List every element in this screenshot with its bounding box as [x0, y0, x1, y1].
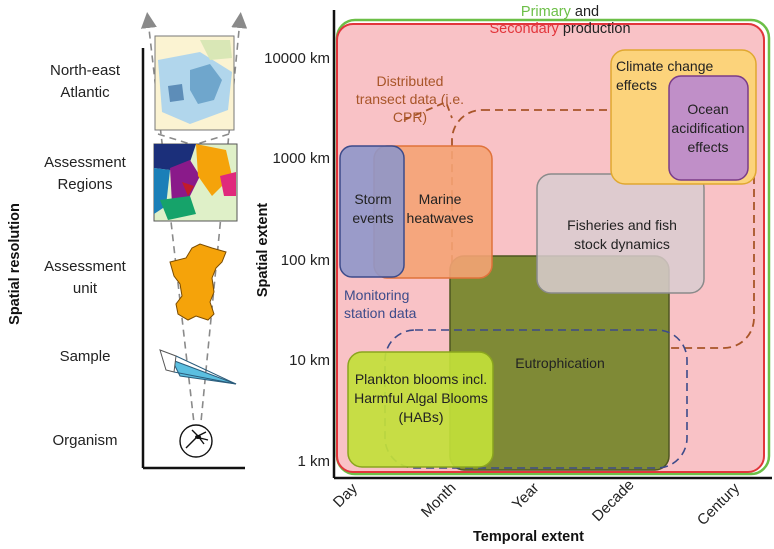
unit-shape-icon: [169, 243, 227, 321]
marine-heatwaves-label: Marine heatwaves: [406, 191, 474, 226]
regions-map-icon: [153, 143, 238, 222]
ocean-acidification-box: [668, 75, 749, 181]
organism-icon: [179, 424, 213, 458]
primary-label: Primary: [520, 4, 571, 20]
y-tick-1km: 1 km: [297, 453, 330, 470]
y-tick-10000km: 10000 km: [264, 50, 330, 67]
level-label-ne-atlantic: North-east Atlantic: [49, 62, 121, 101]
production-label: production: [562, 21, 631, 37]
storm-events-label: Storm events: [352, 191, 394, 226]
monitoring-station-label: Monitoring station data: [344, 287, 417, 321]
fisheries-label: Fisheries and fish stock dynamics: [567, 217, 677, 252]
climate-change-label: Climate change effects: [616, 58, 714, 93]
map-icon: [154, 35, 235, 131]
storm-events-box: [339, 145, 405, 278]
scale-funnel-lines: [140, 12, 248, 433]
production-header: Primary and Secondary production: [480, 4, 640, 38]
ocean-acidification-label: Ocean acidification effects: [671, 101, 745, 155]
eutrophication-label: Eutrophication: [515, 355, 605, 371]
spatial-extent-title: Spatial extent: [255, 202, 271, 298]
transect-data-label: Distributed transect data (i.e. CPR): [355, 73, 465, 125]
y-tick-100km: 100 km: [280, 252, 330, 269]
plankton-blooms-label: Plankton blooms incl. Harmful Algal Bloo…: [354, 371, 488, 425]
y-tick-10km: 10 km: [289, 352, 330, 369]
y-tick-1000km: 1000 km: [272, 150, 330, 167]
level-label-organism: Organism: [52, 432, 118, 449]
transect-pointer: [403, 100, 453, 121]
level-label-assessment-regions: Assessment Regions: [44, 154, 126, 193]
primary-and-label: and: [574, 4, 600, 20]
level-label-sample: Sample: [59, 348, 111, 365]
secondary-label: Secondary: [489, 21, 559, 37]
plankton-blooms-box: [347, 351, 494, 468]
level-label-assessment-unit: Assessment unit: [44, 258, 126, 297]
transect-data-dashed-box: [451, 109, 755, 349]
spatial-resolution-title: Spatial resolution: [7, 203, 23, 325]
plankton-net-icon: [159, 349, 237, 385]
temporal-extent-title: Temporal extent: [473, 529, 584, 545]
